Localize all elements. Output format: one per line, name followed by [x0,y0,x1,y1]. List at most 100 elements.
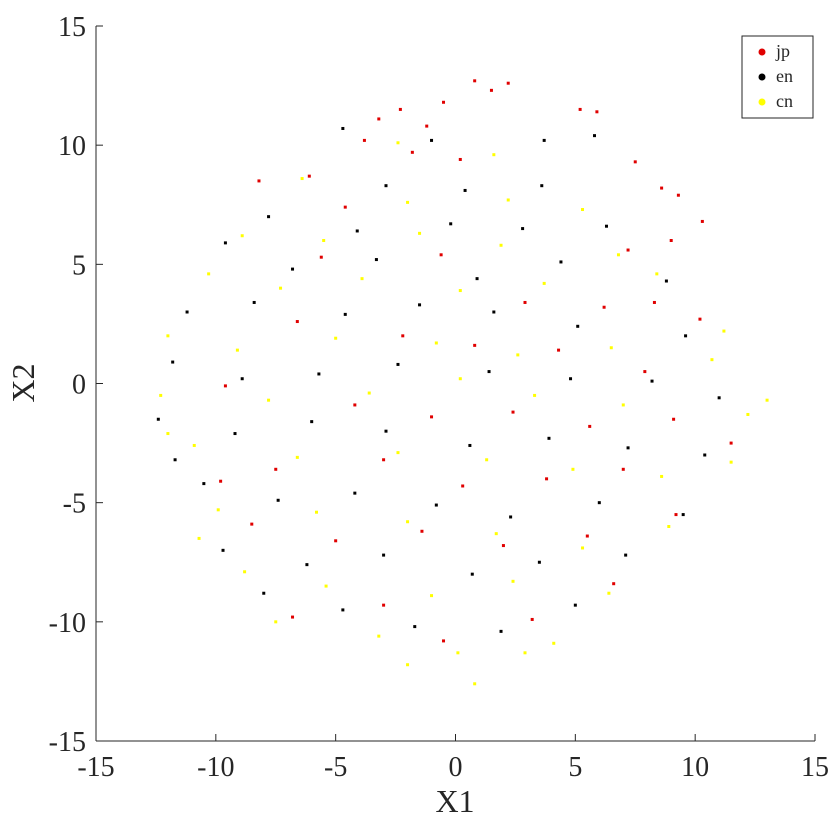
scatter-point-en [703,453,707,457]
scatter-point-jp [382,458,386,462]
scatter-point-en [434,503,438,507]
scatter-point-en [396,362,400,366]
scatter-point-jp [523,300,527,304]
legend-label-jp: jp [775,41,790,61]
x-tick-label: 15 [801,752,829,783]
y-tick-label: 0 [72,370,86,401]
scatter-point-cn [581,546,585,550]
scatter-point-jp [461,484,465,488]
scatter-point-en [413,625,417,629]
scatter-point-en [382,553,386,557]
scatter-point-cn [279,286,283,290]
scatter-point-en [681,513,685,517]
scatter-point-en [430,138,434,142]
scatter-point-jp [274,467,278,471]
scatter-point-jp [425,124,429,128]
legend-marker-jp [758,48,766,56]
scatter-point-cn [542,281,546,285]
scatter-point-jp [621,467,625,471]
scatter-point-cn [418,231,422,235]
scatter-point-jp [669,239,673,242]
scatter-point-cn [334,336,338,340]
scatter-point-jp [506,81,510,85]
scatter-point-jp [660,186,664,190]
scatter-point-en [540,184,544,188]
scatter-point-en [492,310,496,314]
scatter-point-jp [362,138,366,142]
scatter-point-jp [595,110,599,114]
scatter-point-cn [406,663,410,667]
y-tick-label: 10 [58,131,86,162]
scatter-point-en [521,227,525,231]
scatter-point-jp [319,255,323,259]
scatter-point-en [305,563,309,567]
scatter-point-cn [616,253,620,257]
scatter-point-jp [398,107,402,111]
scatter-point-en [463,188,467,192]
scatter-point-cn [406,200,410,204]
scatter-point-jp [633,160,637,164]
scatter-point-en [626,446,630,450]
scatter-point-en [267,215,271,219]
scatter-point-cn [243,570,247,574]
scatter-point-cn [710,358,714,362]
scatter-point-en [233,432,237,436]
scatter-point-jp [674,513,678,517]
y-tick-label: -5 [63,489,86,520]
scatter-point-jp [420,529,424,533]
scatter-point-jp [291,615,295,619]
scatter-point-cn [166,334,170,338]
scatter-point-cn [267,398,271,402]
scatter-point-en [664,279,668,283]
scatter-point-cn [456,651,460,655]
scatter-point-cn [216,508,220,512]
scatter-point-cn [197,536,201,540]
scatter-point-cn [159,393,163,397]
scatter-point-jp [729,441,733,445]
scatter-point-en [156,417,160,421]
scatter-point-jp [602,305,606,309]
scatter-point-jp [223,384,227,388]
scatter-point-en [185,310,189,314]
x-tick-label: 5 [568,752,582,783]
scatter-point-en [276,498,280,502]
scatter-point-cn [621,403,625,407]
y-tick-label: 5 [72,250,86,281]
scatter-point-cn [166,432,170,436]
scatter-point-cn [765,398,769,402]
scatter-points [156,79,769,686]
scatter-point-cn [192,443,196,447]
scatter-point-en [650,379,654,383]
scatter-point-en [341,126,345,130]
scatter-point-en [604,224,608,228]
scatter-point-cn [492,153,496,157]
scatter-point-jp [557,348,561,352]
scatter-point-en [547,436,551,440]
scatter-point-jp [410,150,414,154]
scatter-point-en [202,482,206,486]
scatter-point-jp [473,343,477,347]
scatter-point-cn [660,474,664,478]
scatter-point-cn [746,412,750,416]
scatter-point-jp [295,320,299,324]
scatter-point-cn [667,525,671,528]
scatter-point-jp [377,117,381,121]
scatter-point-en [717,396,721,400]
x-tick-label: 10 [681,752,709,783]
scatter-point-cn [367,391,371,395]
scatter-point-cn [396,451,400,455]
legend-label-cn: cn [776,91,793,111]
scatter-point-cn [324,584,328,588]
legend-label-en: en [776,66,793,86]
scatter-point-en [223,241,227,245]
scatter-point-jp [700,219,704,223]
scatter-point-cn [314,510,318,514]
scatter-point-cn [360,277,364,281]
scatter-point-en [221,548,225,552]
scatter-point-en [593,134,597,138]
scatter-point-jp [511,410,515,414]
scatter-point-jp [578,107,582,111]
series-en [156,126,721,633]
scatter-point-en [384,184,388,188]
